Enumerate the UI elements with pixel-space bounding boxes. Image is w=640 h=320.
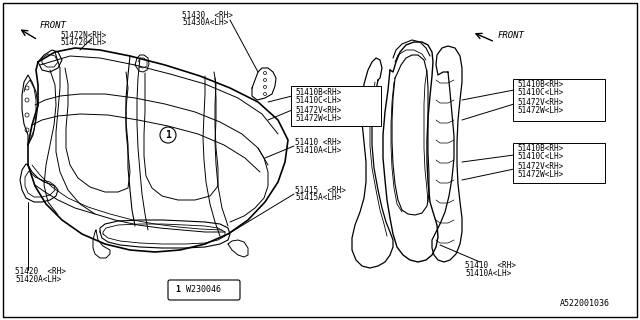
Text: 51410B<RH>: 51410B<RH> bbox=[295, 87, 341, 97]
Text: 51410B<RH>: 51410B<RH> bbox=[517, 143, 563, 153]
Text: 51410A<LH>: 51410A<LH> bbox=[295, 146, 341, 155]
Text: 1: 1 bbox=[165, 130, 171, 140]
Text: 51410C<LH>: 51410C<LH> bbox=[517, 87, 563, 97]
Text: 51430A<LH>: 51430A<LH> bbox=[182, 18, 228, 27]
Text: 51415A<LH>: 51415A<LH> bbox=[295, 194, 341, 203]
Text: A522001036: A522001036 bbox=[560, 299, 610, 308]
Text: 1: 1 bbox=[175, 285, 180, 294]
Text: 51472N<RH>: 51472N<RH> bbox=[60, 30, 106, 39]
Text: FRONT: FRONT bbox=[40, 20, 67, 29]
Text: 51472W<LH>: 51472W<LH> bbox=[295, 114, 341, 123]
Text: 51472V<RH>: 51472V<RH> bbox=[517, 162, 563, 171]
Text: 51472V<RH>: 51472V<RH> bbox=[517, 98, 563, 107]
Text: 51410  <RH>: 51410 <RH> bbox=[465, 260, 516, 269]
Text: 51430  <RH>: 51430 <RH> bbox=[182, 11, 233, 20]
Text: 51420  <RH>: 51420 <RH> bbox=[15, 268, 66, 276]
FancyBboxPatch shape bbox=[291, 86, 381, 126]
Text: 51410C<LH>: 51410C<LH> bbox=[517, 151, 563, 161]
Text: 51472W<LH>: 51472W<LH> bbox=[517, 106, 563, 115]
Text: 514720<LH>: 514720<LH> bbox=[60, 37, 106, 46]
Text: 51410C<LH>: 51410C<LH> bbox=[295, 95, 341, 105]
Text: 51410A<LH>: 51410A<LH> bbox=[465, 268, 511, 277]
Text: 51472V<RH>: 51472V<RH> bbox=[295, 106, 341, 115]
Text: W230046: W230046 bbox=[186, 285, 221, 294]
FancyBboxPatch shape bbox=[168, 280, 240, 300]
FancyBboxPatch shape bbox=[513, 79, 605, 121]
Text: 51420A<LH>: 51420A<LH> bbox=[15, 276, 61, 284]
Text: 51410 <RH>: 51410 <RH> bbox=[295, 138, 341, 147]
FancyBboxPatch shape bbox=[513, 143, 605, 183]
Text: 51472W<LH>: 51472W<LH> bbox=[517, 170, 563, 179]
Text: FRONT: FRONT bbox=[498, 30, 525, 39]
Text: 51410B<RH>: 51410B<RH> bbox=[517, 79, 563, 89]
Text: 51415  <RH>: 51415 <RH> bbox=[295, 186, 346, 195]
